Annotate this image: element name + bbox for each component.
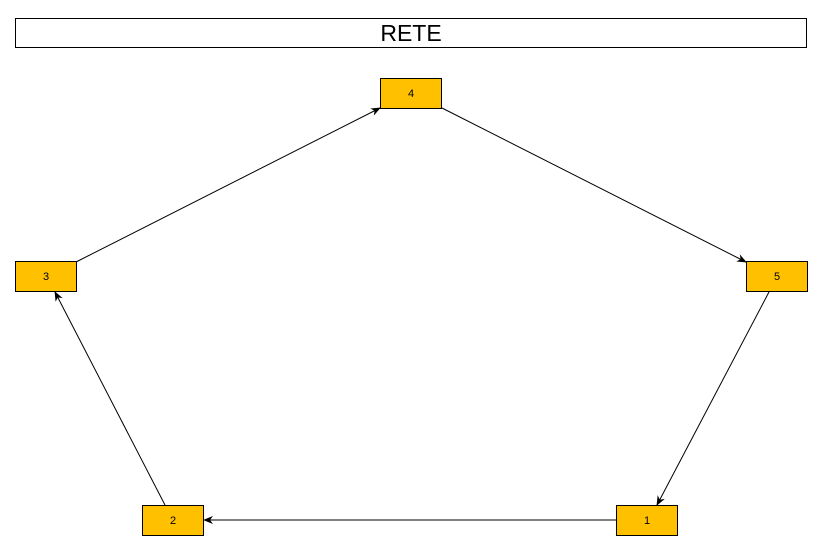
node-1-label: 1 xyxy=(643,514,651,527)
node-4-label: 4 xyxy=(407,87,415,100)
node-5-label: 5 xyxy=(773,270,781,283)
edge-4-to-5 xyxy=(441,107,747,263)
node-3: 3 xyxy=(15,261,77,292)
node-1: 1 xyxy=(616,505,678,536)
node-3-label: 3 xyxy=(42,270,50,283)
diagram-title: RETE xyxy=(15,18,807,48)
edge-5-to-1 xyxy=(656,291,770,506)
edge-3-to-4 xyxy=(75,107,381,263)
node-4: 4 xyxy=(380,78,442,109)
node-2: 2 xyxy=(142,505,204,536)
edge-2-to-3 xyxy=(54,291,166,506)
node-2-label: 2 xyxy=(169,514,177,527)
node-5: 5 xyxy=(746,261,808,292)
